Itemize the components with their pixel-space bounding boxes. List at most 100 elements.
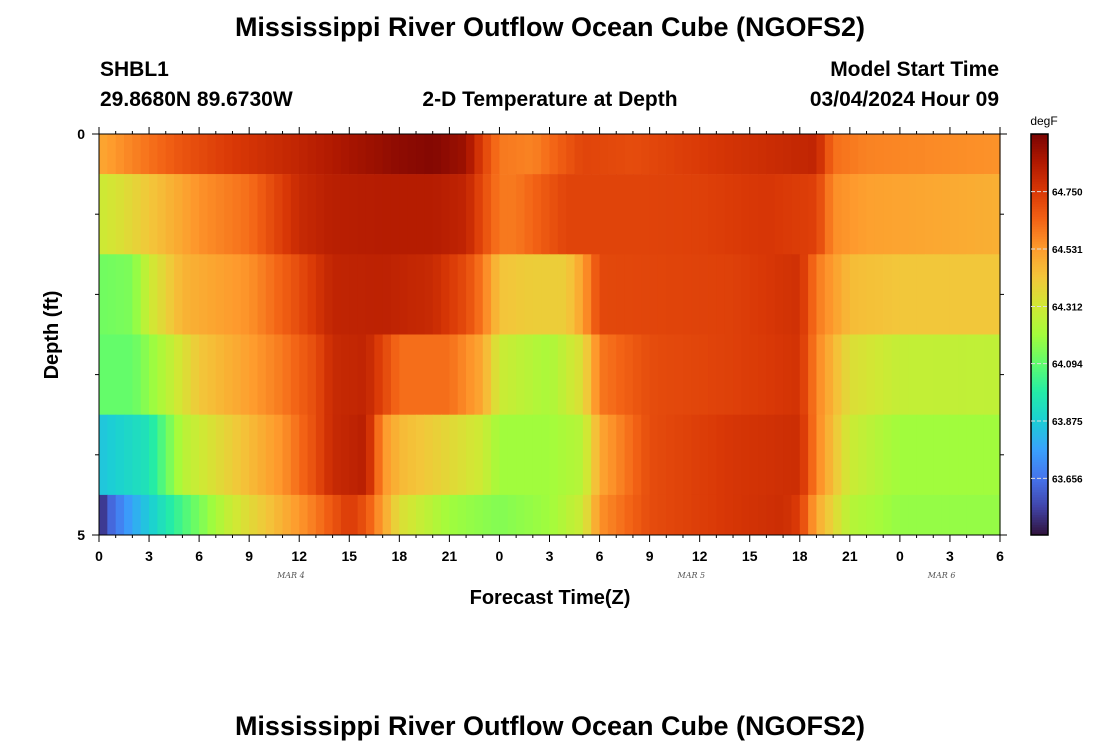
heatmap-cell: [841, 334, 851, 415]
colorbar-swatch: [1031, 499, 1048, 503]
colorbar-swatch: [1031, 487, 1048, 491]
station-id: SHBL1: [100, 58, 169, 81]
heatmap-cell: [783, 334, 793, 415]
heatmap-cell: [549, 414, 559, 496]
heatmap-cell: [899, 414, 909, 496]
heatmap-cell: [340, 334, 350, 415]
x-tick-label: 3: [145, 548, 153, 564]
heatmap-cell: [124, 334, 133, 415]
heatmap-cell: [224, 134, 234, 175]
heatmap-cell: [207, 494, 217, 536]
colorbar-swatch: [1031, 214, 1048, 218]
heatmap-cell: [841, 494, 851, 536]
date-label: MAR 4: [276, 571, 305, 580]
heatmap-cell: [899, 494, 909, 536]
heatmap-cell: [215, 254, 225, 335]
heatmap-cell: [107, 494, 117, 536]
heatmap-cell: [240, 334, 250, 415]
heatmap-cell: [733, 334, 742, 415]
heatmap-cell: [240, 494, 250, 536]
heatmap-cell: [516, 174, 526, 255]
heatmap-cell: [674, 494, 684, 536]
colorbar-swatch: [1031, 352, 1048, 356]
heatmap-cell: [274, 254, 284, 335]
heatmap-cell: [599, 334, 609, 415]
heatmap-cell: [891, 254, 901, 335]
heatmap-cell: [682, 134, 692, 175]
heatmap-cell: [799, 414, 809, 496]
heatmap-cell: [749, 334, 759, 415]
y-tick-label: 5: [77, 527, 85, 543]
heatmap-cell: [340, 134, 350, 175]
heatmap-cell: [749, 174, 759, 255]
heatmap-cell: [165, 334, 175, 415]
heatmap-cell: [382, 174, 392, 255]
heatmap-cell: [949, 174, 959, 255]
heatmap-cell: [557, 134, 567, 175]
heatmap-cell: [566, 494, 576, 536]
heatmap-cell: [466, 334, 476, 415]
colorbar-swatch: [1031, 482, 1048, 486]
heatmap-cell: [632, 254, 642, 335]
heatmap-cell: [99, 414, 108, 496]
heatmap-cell: [257, 254, 267, 335]
heatmap-cell: [591, 174, 601, 255]
heatmap-cell: [507, 414, 517, 496]
heatmap-cell: [257, 134, 267, 175]
colorbar-swatch: [1031, 392, 1048, 396]
heatmap-cell: [908, 174, 918, 255]
heatmap-cell: [482, 174, 492, 255]
heatmap-cell: [282, 254, 292, 335]
heatmap-cell: [432, 134, 442, 175]
heatmap-cell: [582, 334, 592, 415]
heatmap-cell: [641, 414, 651, 496]
heatmap-cell: [816, 174, 826, 255]
heatmap-cell: [432, 414, 442, 496]
heatmap-cell: [591, 494, 601, 536]
colorbar-swatch: [1031, 469, 1048, 473]
heatmap-cell: [507, 254, 517, 335]
heatmap-cell: [99, 494, 108, 536]
heatmap-cell: [449, 174, 459, 255]
heatmap-cell: [641, 494, 651, 536]
heatmap-cell: [799, 174, 809, 255]
colorbar-swatch: [1031, 291, 1048, 295]
colorbar-swatch: [1031, 259, 1048, 263]
heatmap-cell: [941, 414, 951, 496]
heatmap-cell: [249, 134, 259, 175]
heatmap-cell: [257, 414, 267, 496]
colorbar-swatch: [1031, 234, 1048, 238]
heatmap-cell: [232, 254, 242, 335]
heatmap-cell: [924, 494, 934, 536]
heatmap-cell: [699, 254, 709, 335]
heatmap-cell: [657, 134, 667, 175]
heatmap-cell: [941, 254, 951, 335]
heatmap-cell: [124, 174, 133, 255]
heatmap-cell: [833, 174, 843, 255]
heatmap-cell: [933, 414, 943, 496]
colorbar-swatch: [1031, 509, 1048, 513]
heatmap-cell: [849, 134, 859, 175]
heatmap-cell: [949, 134, 959, 175]
heatmap-cell: [474, 414, 484, 496]
colorbar-swatch: [1031, 146, 1048, 150]
heatmap-cell: [190, 414, 200, 496]
heatmap-cell: [532, 414, 542, 496]
heatmap-cell: [557, 414, 567, 496]
heatmap-cell: [666, 134, 676, 175]
heatmap-cell: [299, 254, 309, 335]
heatmap-cell: [466, 414, 476, 496]
heatmap-cell: [132, 334, 142, 415]
heatmap-cell: [382, 334, 392, 415]
heatmap-cell: [574, 254, 584, 335]
heatmap-cell: [307, 414, 317, 496]
heatmap-cell: [457, 174, 467, 255]
heatmap-cell: [115, 254, 125, 335]
heatmap-cell: [833, 134, 843, 175]
colorbar-swatch: [1031, 281, 1048, 285]
heatmap-cell: [974, 134, 984, 175]
heatmap-cell: [699, 174, 709, 255]
heatmap-cell: [332, 414, 342, 496]
heatmap-cell: [240, 254, 250, 335]
model-start-value: 03/04/2024 Hour 09: [810, 88, 999, 111]
